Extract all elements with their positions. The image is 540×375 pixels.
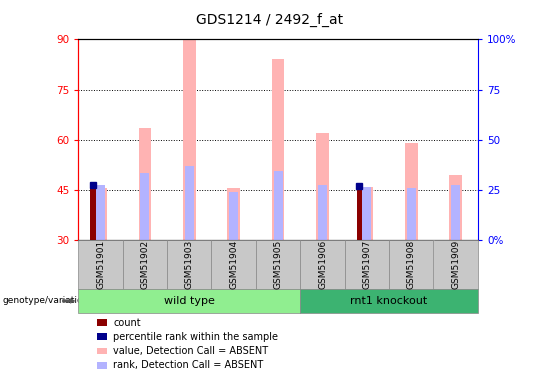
Bar [272,59,285,240]
Bar [361,186,373,240]
Text: genotype/variation: genotype/variation [3,296,89,305]
Text: value, Detection Call = ABSENT: value, Detection Call = ABSENT [113,346,268,356]
Bar [140,173,150,240]
Text: GSM51908: GSM51908 [407,240,416,289]
Text: GSM51905: GSM51905 [274,240,282,289]
Bar [90,186,96,240]
Text: percentile rank within the sample: percentile rank within the sample [113,332,279,342]
Text: GSM51901: GSM51901 [96,240,105,289]
Bar [451,185,460,240]
Bar [318,185,327,240]
Bar [96,185,105,240]
Bar [227,188,240,240]
Bar [94,188,107,240]
Text: GDS1214 / 2492_f_at: GDS1214 / 2492_f_at [197,13,343,27]
Text: GSM51902: GSM51902 [140,240,150,289]
Bar [449,175,462,240]
Bar [185,166,194,240]
Bar [405,143,417,240]
Text: GSM51907: GSM51907 [362,240,372,289]
Bar [357,186,362,240]
Text: rnt1 knockout: rnt1 knockout [350,296,428,306]
Bar [316,133,329,240]
Text: GSM51906: GSM51906 [318,240,327,289]
Bar [407,188,416,240]
Bar [139,128,151,240]
Text: GSM51909: GSM51909 [451,240,460,289]
Bar [183,39,195,240]
Text: GSM51904: GSM51904 [229,240,238,289]
Bar [230,192,238,240]
Text: rank, Detection Call = ABSENT: rank, Detection Call = ABSENT [113,360,264,370]
Text: count: count [113,318,141,327]
Text: GSM51903: GSM51903 [185,240,194,289]
Bar [274,171,282,240]
Bar [362,186,372,240]
Text: wild type: wild type [164,296,215,306]
